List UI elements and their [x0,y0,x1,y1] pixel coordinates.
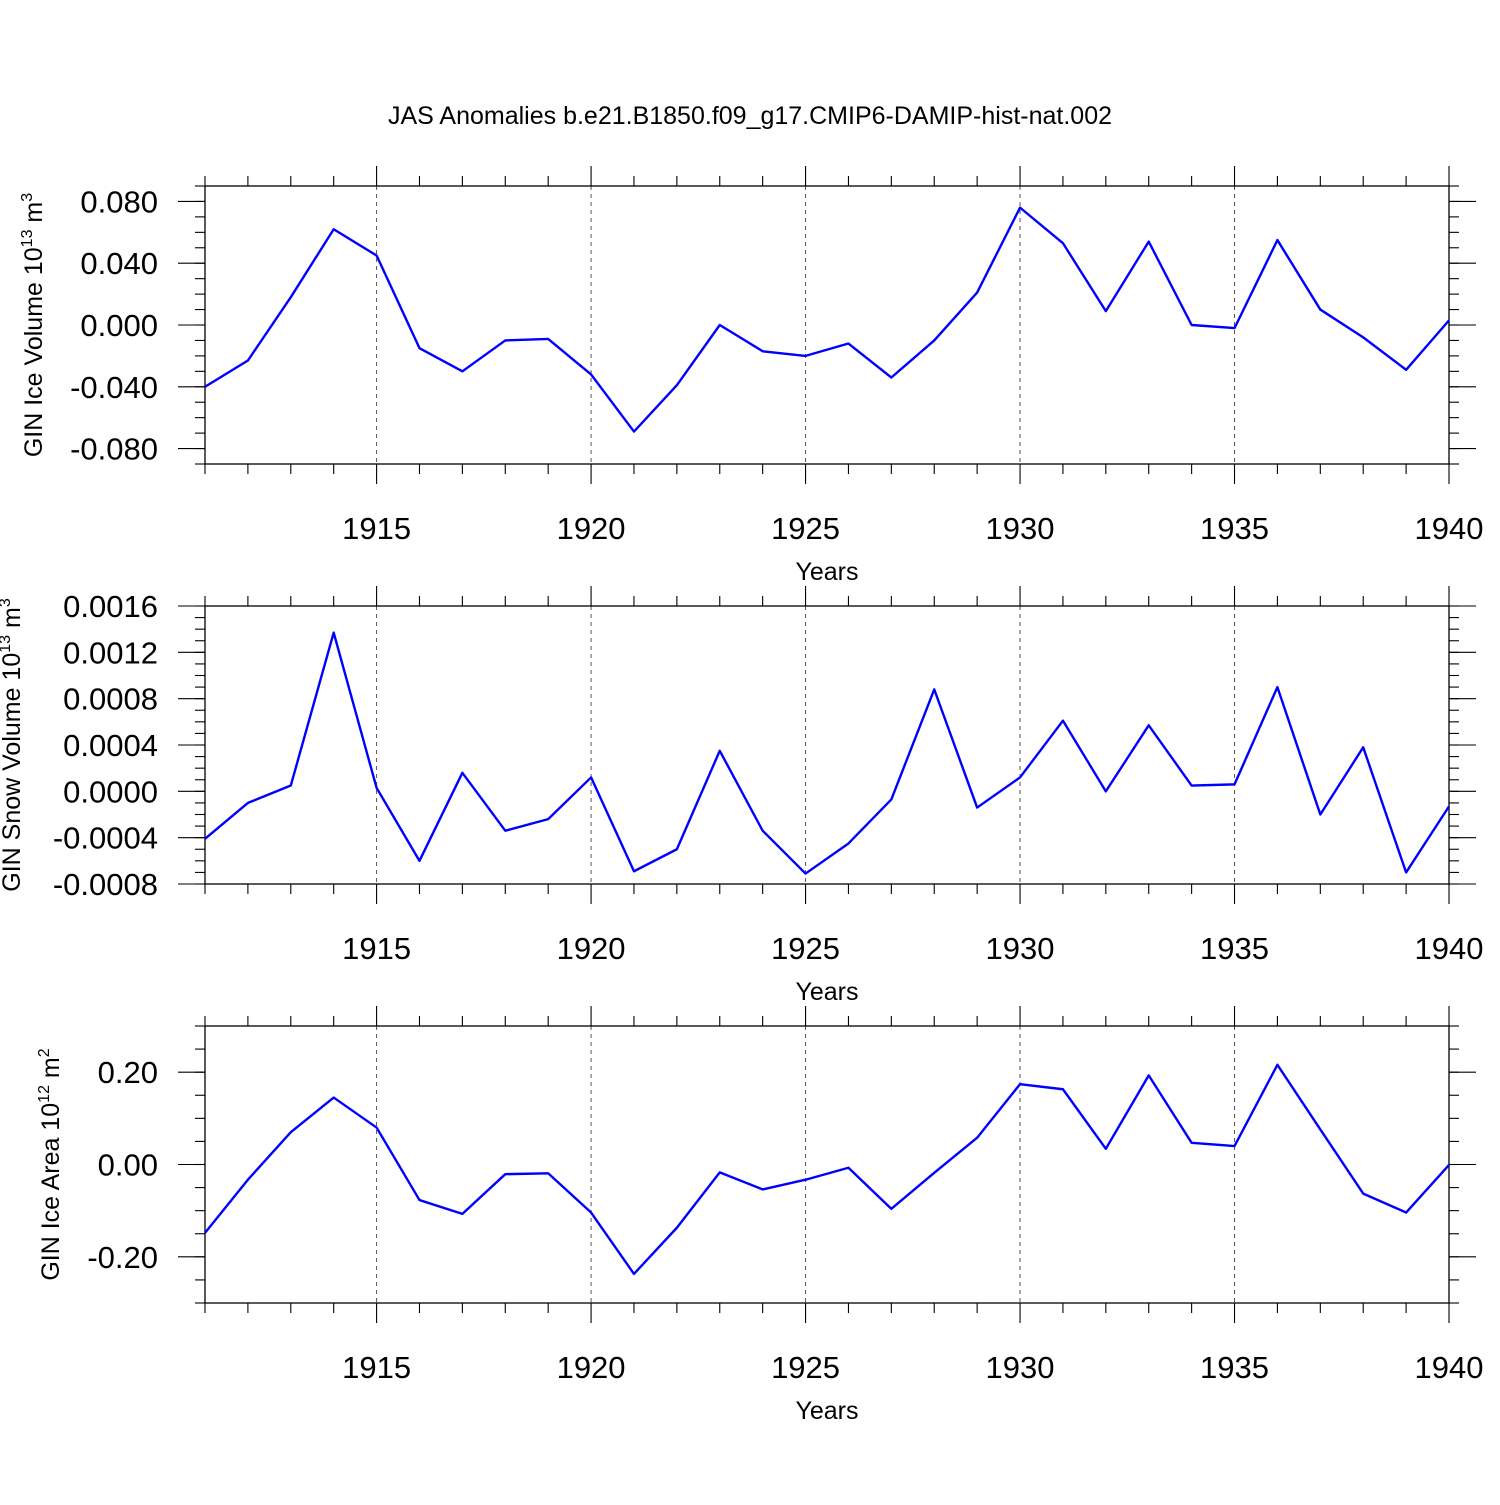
y-axis-title: GIN Ice Volume 1013 m3 [19,193,48,457]
y-tick-label: 0.040 [80,246,158,281]
y-axis-title: GIN Snow Volume 1013 m3 [0,598,26,892]
y-tick-label: 0.0016 [63,589,158,624]
x-tick-label: 1925 [771,931,840,966]
x-axis-title: Years [795,978,858,1006]
y-axis-title-exponent: 13 [0,635,14,653]
y-tick-label: -0.20 [87,1240,158,1275]
y-axis-title-unit: m [37,1057,65,1085]
plot-frame [204,185,1450,465]
x-tick-label: 1915 [342,511,411,546]
y-axis-title-unit-exponent: 2 [36,1048,53,1057]
series-line [204,1063,1450,1276]
y-tick-label: 0.0008 [63,682,158,717]
y-tick-label: 0.20 [98,1055,158,1090]
y-tick-label: 0.00 [98,1148,158,1183]
x-tick-label: 1930 [986,931,1055,966]
x-tick-label: 1920 [557,931,626,966]
y-tick-label: -0.0004 [53,821,158,856]
y-axis-title-main: GIN Ice Volume 10 [20,247,48,457]
y-axis-title-unit: m [20,202,48,230]
x-axis-title: Years [795,558,858,586]
plot-frame [204,1025,1450,1304]
y-tick-label: 0.0004 [63,728,158,763]
y-axis-title: GIN Ice Area 1012 m2 [36,1048,65,1280]
x-tick-label: 1915 [342,1350,411,1385]
x-tick-label: 1930 [986,511,1055,546]
x-tick-label: 1935 [1200,1350,1269,1385]
y-axis-title-exponent: 13 [19,229,36,247]
x-tick-label: 1935 [1200,931,1269,966]
y-axis-title-exponent: 12 [36,1085,53,1103]
y-tick-label: 0.000 [80,308,158,343]
series-line [204,631,1451,875]
y-tick-label: -0.080 [70,432,158,467]
x-tick-label: 1925 [771,1350,840,1385]
x-tick-label: 1935 [1200,511,1269,546]
x-tick-label: 1920 [557,511,626,546]
panel-3: -0.20 0.00 0.20 1915 1920 1925 1930 1935 1940 Yea… [36,1006,1483,1425]
y-axis-title-main: GIN Snow Volume 10 [0,653,26,892]
series-line [204,206,1450,433]
plot-frame [204,605,1450,885]
y-tick-label: -0.040 [70,370,158,405]
y-tick-label: 0.0012 [63,635,158,670]
chart-title: JAS Anomalies b.e21.B1850.f09_g17.CMIP6-… [388,102,1112,130]
y-axis-title-main: GIN Ice Area 10 [37,1103,65,1281]
x-tick-label: 1915 [342,931,411,966]
y-axis-title-unit: m [0,607,26,635]
panel-2: -0.0008 -0.0004 0.0000 0.0004 0.0008 0.0012 0.… [0,586,1483,1006]
y-axis-title-unit-exponent: 3 [19,193,36,202]
panel-1: -0.080 -0.040 0.000 0.040 0.080 1915 1920 1925 1… [19,166,1483,586]
x-tick-label: 1930 [986,1350,1055,1385]
y-tick-label: 0.080 [80,184,158,219]
x-tick-label: 1920 [557,1350,626,1385]
y-axis-title-unit-exponent: 3 [0,598,14,607]
y-tick-label: 0.0000 [63,774,158,809]
x-tick-label: 1925 [771,511,840,546]
x-tick-label: 1940 [1415,931,1484,966]
x-tick-label: 1940 [1415,511,1484,546]
x-tick-label: 1940 [1415,1350,1484,1385]
x-axis-title: Years [795,1397,858,1425]
y-tick-label: -0.0008 [53,867,158,902]
